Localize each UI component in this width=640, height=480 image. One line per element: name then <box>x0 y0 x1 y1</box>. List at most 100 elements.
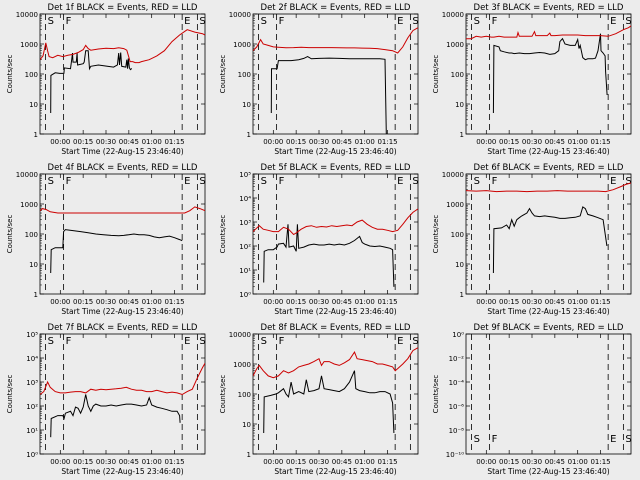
y-tick-label: 10000 <box>229 331 251 339</box>
x-tick-label: 00:00 <box>476 138 496 146</box>
marker-label: S <box>199 336 205 347</box>
y-tick-label: 10⁰ <box>239 291 251 299</box>
y-tick-label: 1000 <box>20 41 38 49</box>
series-lld-line <box>40 363 205 396</box>
marker-label: S <box>474 16 480 27</box>
x-tick-label: 01:15 <box>377 298 397 306</box>
panel-title: Det 9f BLACK = Events, RED = LLD <box>474 323 624 333</box>
y-axis-label: Counts/sec <box>219 215 227 254</box>
marker-label: F <box>492 16 498 27</box>
y-axis-label: Counts/sec <box>432 215 440 254</box>
y-tick-label: 10⁻⁸ <box>449 427 465 435</box>
y-tick-label: 10² <box>239 243 251 251</box>
x-tick-label: 00:30 <box>522 298 542 306</box>
y-tick-label: 10³ <box>239 219 251 227</box>
y-tick-label: 100 <box>451 231 464 239</box>
detector-panel-8: Det 8f BLACK = Events, RED = LLD 1 10 100 10… <box>219 323 419 476</box>
marker-label: S <box>625 16 631 27</box>
x-tick-label: 00:30 <box>96 458 116 466</box>
series-events-line <box>263 224 395 287</box>
x-axis-label: Start Time (22-Aug-15 23:46:40) <box>61 307 183 316</box>
plot-frame <box>39 13 206 135</box>
y-tick-label: 10⁴ <box>26 355 38 363</box>
marker-label: F <box>492 176 498 187</box>
marker-label: S <box>48 16 54 27</box>
x-axis-label: Start Time (22-Aug-15 23:46:40) <box>274 307 396 316</box>
marker-label: S <box>261 16 267 27</box>
x-tick-label: 00:15 <box>286 298 306 306</box>
marker-label: F <box>279 16 285 27</box>
x-tick-label: 00:45 <box>545 298 565 306</box>
marker-label: S <box>261 336 267 347</box>
x-tick-label: 01:00 <box>355 298 375 306</box>
y-axis-label: Counts/sec <box>219 375 227 414</box>
plot-frame <box>39 173 206 295</box>
x-tick-label: 01:00 <box>355 138 375 146</box>
marker-label: F <box>279 176 285 187</box>
y-tick-label: 10⁰ <box>26 451 38 459</box>
y-tick-label: 10⁵ <box>26 331 38 339</box>
y-tick-label: 10² <box>26 403 38 411</box>
series-events-line <box>50 229 183 274</box>
y-tick-label: 1000 <box>20 201 38 209</box>
x-tick-label: 00:00 <box>263 138 283 146</box>
marker-label: E <box>184 176 190 187</box>
y-tick-label: 10⁰ <box>452 331 464 339</box>
plot-frame <box>465 173 632 295</box>
marker-label: E <box>397 176 403 187</box>
x-tick-label: 00:00 <box>50 138 70 146</box>
y-tick-label: 1 <box>34 291 38 299</box>
x-axis-label: Start Time (22-Aug-15 23:46:40) <box>274 147 396 156</box>
x-tick-label: 01:00 <box>142 458 162 466</box>
y-tick-label: 10000 <box>442 11 464 19</box>
x-tick-label: 00:30 <box>309 458 329 466</box>
series-events-line <box>263 370 395 434</box>
y-axis-label: Counts/sec <box>6 215 14 254</box>
y-tick-label: 10⁴ <box>239 195 251 203</box>
y-tick-label: 10⁻¹⁰ <box>446 451 464 459</box>
x-tick-label: 00:45 <box>119 458 139 466</box>
plot-frame <box>252 333 419 455</box>
x-tick-label: 00:00 <box>263 298 283 306</box>
x-tick-label: 00:00 <box>50 298 70 306</box>
x-tick-label: 01:15 <box>164 458 184 466</box>
marker-label: S <box>474 176 480 187</box>
y-axis-label: Counts/sec <box>219 55 227 94</box>
x-axis-label: Start Time (22-Aug-15 23:46:40) <box>274 467 396 476</box>
panel-title: Det 3f BLACK = Events, RED = LLD <box>474 3 624 13</box>
x-axis-label: Start Time (22-Aug-15 23:46:40) <box>487 147 609 156</box>
x-tick-label: 01:15 <box>590 298 610 306</box>
x-tick-label: 00:30 <box>96 298 116 306</box>
x-tick-label: 00:30 <box>522 458 542 466</box>
y-tick-label: 1000 <box>446 41 464 49</box>
y-tick-label: 100 <box>25 231 38 239</box>
series-events-line <box>50 394 181 438</box>
detector-panel-7: Det 7f BLACK = Events, RED = LLD 10⁰ 10¹ 10… <box>6 323 206 476</box>
marker-label: S <box>474 434 480 445</box>
x-tick-label: 01:15 <box>590 138 610 146</box>
x-tick-label: 01:00 <box>568 458 588 466</box>
y-tick-label: 10000 <box>16 171 38 179</box>
x-tick-label: 00:15 <box>73 298 93 306</box>
y-tick-label: 100 <box>25 71 38 79</box>
y-tick-label: 1 <box>460 291 464 299</box>
y-tick-label: 10⁻² <box>449 355 465 363</box>
y-tick-label: 1000 <box>446 201 464 209</box>
x-tick-label: 00:00 <box>263 458 283 466</box>
marker-label: S <box>261 176 267 187</box>
panel-title: Det 5f BLACK = Events, RED = LLD <box>261 163 411 173</box>
x-tick-label: 00:45 <box>119 138 139 146</box>
marker-label: E <box>184 16 190 27</box>
series-events-line <box>492 33 608 114</box>
y-axis-label: Counts/sec <box>432 375 440 414</box>
marker-label: F <box>66 16 72 27</box>
x-tick-label: 01:15 <box>590 458 610 466</box>
marker-label: E <box>397 16 403 27</box>
series-lld-line <box>40 29 205 64</box>
series-lld-line <box>253 347 418 379</box>
panel-title: Det 8f BLACK = Events, RED = LLD <box>261 323 411 333</box>
x-tick-label: 00:15 <box>499 138 519 146</box>
detector-panel-4: Det 4f BLACK = Events, RED = LLD 1 10 100 10… <box>6 163 206 316</box>
y-tick-label: 10¹ <box>239 267 251 275</box>
